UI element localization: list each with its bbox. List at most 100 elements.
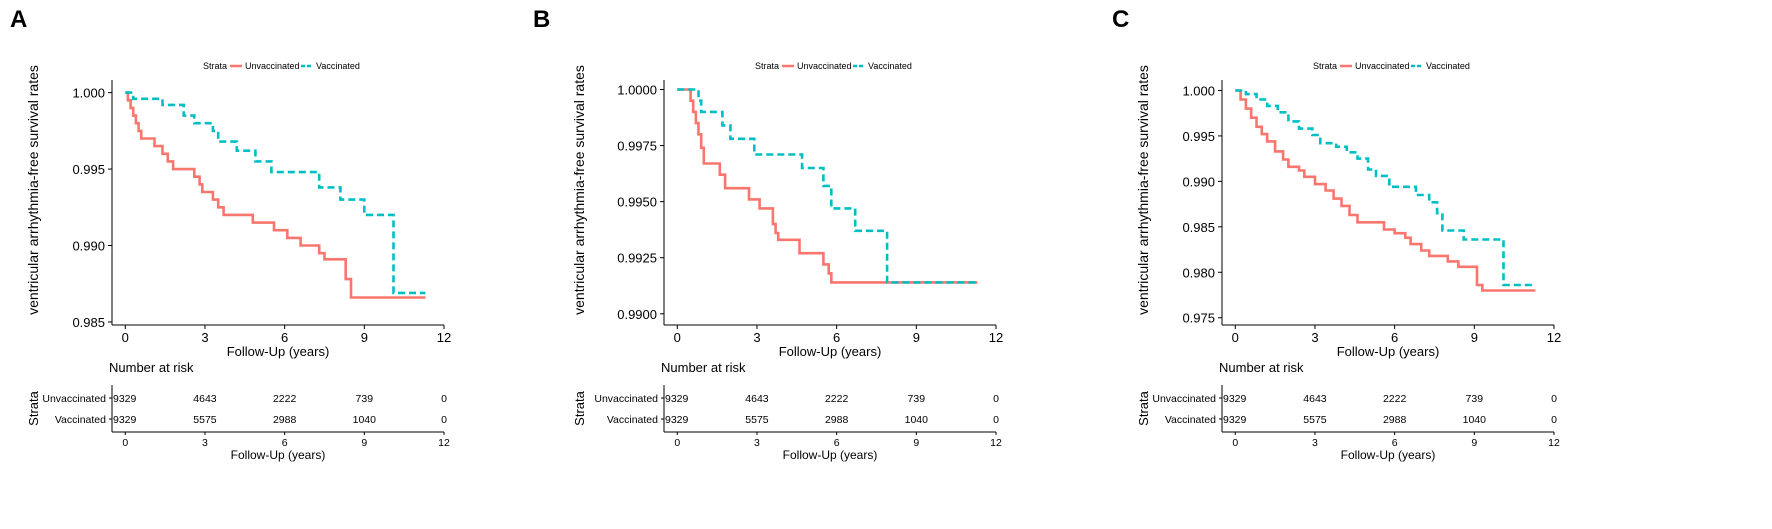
risk-table-title: Number at risk bbox=[109, 360, 194, 375]
risk-value: 5575 bbox=[1303, 414, 1327, 426]
x-tick-label: 0 bbox=[122, 330, 129, 345]
risk-value: 739 bbox=[908, 393, 926, 405]
risk-x-tick-label: 3 bbox=[1312, 437, 1318, 449]
y-tick-label: 0.9925 bbox=[617, 251, 657, 266]
risk-value: 4643 bbox=[745, 393, 769, 405]
legend-title: Strata bbox=[203, 61, 227, 71]
x-tick-label: 0 bbox=[1232, 330, 1239, 345]
risk-value: 2988 bbox=[1383, 414, 1407, 426]
risk-value: 0 bbox=[441, 414, 447, 426]
x-tick-label: 9 bbox=[1471, 330, 1478, 345]
y-tick-label: 0.985 bbox=[72, 315, 105, 330]
risk-value: 9329 bbox=[113, 414, 137, 426]
survival-curve-vaccinated bbox=[1235, 89, 1536, 287]
y-tick-label: 0.975 bbox=[1182, 311, 1215, 326]
x-tick-label: 9 bbox=[913, 330, 920, 345]
risk-value: 2988 bbox=[273, 414, 297, 426]
x-axis-label: Follow-Up (years) bbox=[779, 344, 882, 359]
risk-table: Number at risk Strata Unvaccinated 9329 4643… bbox=[1136, 360, 1560, 462]
y-tick-label: 0.995 bbox=[1182, 129, 1215, 144]
risk-value: 2222 bbox=[1383, 393, 1407, 405]
risk-row-label: Vaccinated bbox=[607, 414, 658, 426]
risk-row-label: Vaccinated bbox=[55, 414, 106, 426]
risk-x-tick-label: 6 bbox=[282, 437, 288, 449]
risk-row-label: Unvaccinated bbox=[1152, 393, 1216, 405]
survival-curve-vaccinated bbox=[125, 91, 426, 295]
x-tick-label: 6 bbox=[833, 330, 840, 345]
panel-letter: C bbox=[1112, 6, 1129, 33]
risk-value: 4643 bbox=[1303, 393, 1327, 405]
risk-value: 739 bbox=[356, 393, 374, 405]
y-tick-label: 0.985 bbox=[1182, 220, 1215, 235]
legend-title: Strata bbox=[755, 61, 779, 71]
risk-value: 0 bbox=[441, 393, 447, 405]
legend-label-vaccinated: Vaccinated bbox=[1426, 61, 1470, 71]
risk-value: 0 bbox=[993, 414, 999, 426]
x-tick-label: 3 bbox=[1311, 330, 1318, 345]
x-tick-label: 12 bbox=[1547, 330, 1561, 345]
risk-x-tick-label: 9 bbox=[361, 437, 367, 449]
y-tick-label: 0.980 bbox=[1182, 265, 1215, 280]
risk-value: 9329 bbox=[665, 393, 689, 405]
survival-curve-unvaccinated bbox=[677, 88, 978, 284]
risk-table-strata-title: Strata bbox=[572, 390, 587, 425]
y-axis-label: ventricular arrhythmia-free survival rat… bbox=[1135, 65, 1151, 315]
legend-label-vaccinated: Vaccinated bbox=[868, 61, 912, 71]
survival-curve-vaccinated bbox=[677, 88, 978, 284]
y-tick-label: 0.9975 bbox=[617, 139, 657, 154]
x-axis-label: Follow-Up (years) bbox=[227, 344, 330, 359]
legend: Strata Unvaccinated Vaccinated bbox=[1313, 61, 1470, 71]
y-tick-label: 1.000 bbox=[72, 86, 105, 101]
x-tick-label: 0 bbox=[674, 330, 681, 345]
risk-value: 5575 bbox=[193, 414, 217, 426]
risk-table-x-label: Follow-Up (years) bbox=[231, 448, 326, 462]
legend-label-unvaccinated: Unvaccinated bbox=[245, 61, 300, 71]
risk-value: 1040 bbox=[353, 414, 377, 426]
risk-value: 2988 bbox=[825, 414, 849, 426]
x-tick-label: 3 bbox=[201, 330, 208, 345]
x-tick-label: 6 bbox=[1391, 330, 1398, 345]
risk-x-tick-label: 3 bbox=[202, 437, 208, 449]
risk-row-label: Vaccinated bbox=[1165, 414, 1216, 426]
risk-x-tick-label: 9 bbox=[913, 437, 919, 449]
risk-x-tick-label: 12 bbox=[438, 437, 450, 449]
risk-table-title: Number at risk bbox=[1219, 360, 1304, 375]
risk-row-label: Unvaccinated bbox=[594, 393, 658, 405]
risk-value: 0 bbox=[1551, 393, 1557, 405]
risk-value: 1040 bbox=[905, 414, 929, 426]
legend-label-vaccinated: Vaccinated bbox=[316, 61, 360, 71]
x-tick-label: 9 bbox=[361, 330, 368, 345]
x-tick-label: 6 bbox=[281, 330, 288, 345]
legend: Strata Unvaccinated Vaccinated bbox=[203, 61, 360, 71]
risk-x-tick-label: 12 bbox=[1548, 437, 1560, 449]
risk-value: 4643 bbox=[193, 393, 217, 405]
survival-curve-unvaccinated bbox=[125, 91, 426, 299]
y-tick-label: 0.990 bbox=[1182, 174, 1215, 189]
risk-value: 9329 bbox=[665, 414, 689, 426]
risk-value: 9329 bbox=[113, 393, 137, 405]
risk-row-label: Unvaccinated bbox=[42, 393, 106, 405]
panel-b: B Strata Unvaccinated Vaccinated ventricular… bbox=[533, 6, 1003, 462]
risk-table-strata-title: Strata bbox=[1136, 390, 1151, 425]
legend-label-unvaccinated: Unvaccinated bbox=[1355, 61, 1410, 71]
risk-value: 9329 bbox=[1223, 414, 1247, 426]
risk-value: 5575 bbox=[745, 414, 769, 426]
legend: Strata Unvaccinated Vaccinated bbox=[755, 61, 912, 71]
risk-value: 1040 bbox=[1463, 414, 1487, 426]
survival-curve-unvaccinated bbox=[1235, 89, 1536, 292]
risk-x-tick-label: 9 bbox=[1471, 437, 1477, 449]
risk-x-tick-label: 12 bbox=[990, 437, 1002, 449]
panel-letter: A bbox=[10, 6, 27, 33]
risk-x-tick-label: 0 bbox=[122, 437, 128, 449]
y-tick-label: 0.9900 bbox=[617, 307, 657, 322]
y-tick-label: 0.9950 bbox=[617, 195, 657, 210]
risk-value: 2222 bbox=[273, 393, 297, 405]
y-axis-label: ventricular arrhythmia-free survival rat… bbox=[571, 65, 587, 315]
legend-label-unvaccinated: Unvaccinated bbox=[797, 61, 852, 71]
risk-value: 2222 bbox=[825, 393, 849, 405]
risk-x-tick-label: 6 bbox=[1392, 437, 1398, 449]
x-axis-label: Follow-Up (years) bbox=[1337, 344, 1440, 359]
